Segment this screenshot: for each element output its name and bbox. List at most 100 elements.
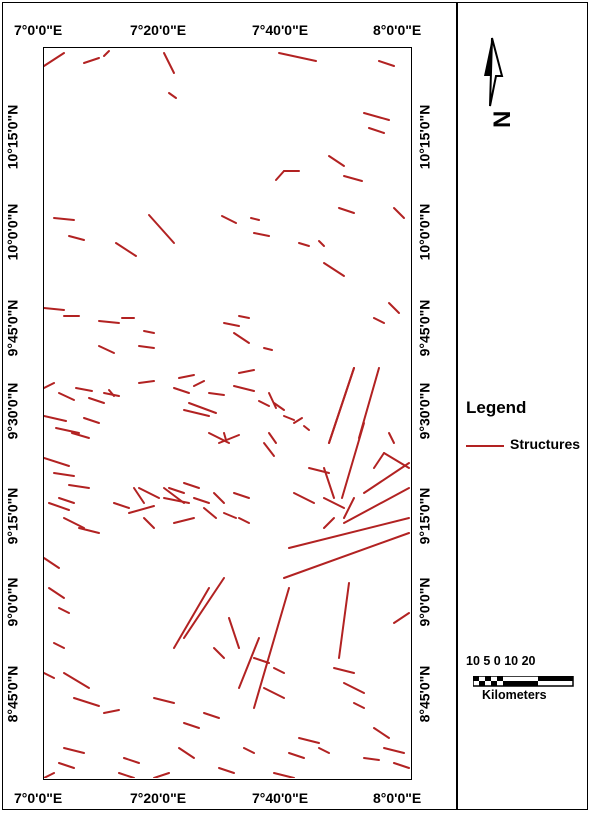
legend-structures-label: Structures bbox=[510, 436, 581, 452]
structure-line bbox=[53, 472, 75, 477]
structure-line bbox=[44, 382, 55, 389]
structure-line bbox=[44, 307, 65, 311]
structure-line bbox=[338, 207, 355, 214]
structure-line bbox=[63, 672, 90, 689]
structure-line bbox=[143, 330, 155, 334]
structure-line bbox=[278, 52, 317, 62]
structure-line bbox=[193, 497, 210, 504]
structure-line bbox=[238, 315, 250, 319]
structure-line bbox=[323, 497, 345, 509]
structure-line bbox=[363, 112, 390, 121]
structure-line bbox=[250, 217, 260, 221]
structure-line bbox=[138, 380, 155, 384]
structure-line bbox=[368, 127, 385, 134]
structure-line bbox=[343, 497, 355, 519]
structure-line bbox=[373, 452, 385, 469]
structure-line bbox=[48, 587, 65, 599]
structure-line bbox=[263, 442, 275, 457]
structure-line bbox=[193, 380, 205, 387]
structure-line bbox=[63, 747, 85, 754]
structure-line bbox=[288, 517, 410, 549]
structure-line bbox=[221, 215, 237, 224]
left-lat-label-1: 10°15'0"N bbox=[4, 104, 21, 170]
structure-line bbox=[268, 432, 277, 444]
structure-line bbox=[44, 557, 60, 569]
structure-line bbox=[44, 772, 55, 778]
structure-line bbox=[163, 497, 190, 504]
left-lat-label-7: 8°45'0"N bbox=[4, 665, 21, 723]
structure-line bbox=[323, 467, 335, 499]
structure-line bbox=[383, 747, 405, 754]
structure-line bbox=[223, 432, 227, 441]
north-label: N bbox=[489, 111, 516, 128]
structure-line bbox=[293, 417, 303, 424]
structure-line bbox=[283, 415, 295, 421]
structure-line bbox=[103, 709, 120, 714]
structure-line bbox=[78, 527, 100, 534]
structure-line bbox=[238, 369, 255, 374]
top-lon-label-4: 8°0'0"E bbox=[373, 22, 422, 38]
structure-line bbox=[168, 487, 185, 494]
structure-line bbox=[218, 434, 240, 444]
right-lat-label-3: 9°45'0"N bbox=[416, 299, 433, 357]
structure-line bbox=[233, 385, 255, 392]
structure-line bbox=[53, 217, 75, 221]
structure-line bbox=[263, 347, 273, 351]
structure-line bbox=[183, 577, 225, 639]
structure-line bbox=[98, 345, 115, 354]
structure-line bbox=[133, 487, 145, 504]
right-lat-label-6: 9°0'0"N bbox=[416, 577, 433, 627]
structure-line bbox=[388, 302, 400, 314]
right-lat-label-5: 9°15'0"N bbox=[416, 487, 433, 545]
structure-line bbox=[163, 487, 185, 504]
structure-line bbox=[363, 757, 380, 761]
left-lat-label-4: 9°30'0"N bbox=[4, 382, 21, 440]
right-lat-label-7: 8°45'0"N bbox=[416, 665, 433, 723]
structure-line bbox=[44, 672, 55, 679]
structure-line bbox=[341, 422, 365, 499]
structure-line bbox=[208, 392, 225, 396]
structure-line bbox=[273, 772, 295, 778]
structure-line bbox=[353, 702, 365, 709]
structure-line bbox=[123, 757, 140, 764]
structure-line bbox=[153, 697, 175, 704]
structure-line bbox=[298, 242, 310, 247]
structure-line bbox=[363, 462, 410, 494]
structure-line bbox=[283, 532, 410, 579]
structure-line bbox=[275, 170, 285, 181]
structure-line bbox=[273, 667, 285, 674]
left-lat-label-5: 9°15'0"N bbox=[4, 487, 21, 545]
structure-line bbox=[378, 60, 395, 67]
legend-structures-swatch bbox=[466, 445, 504, 447]
structure-line bbox=[253, 587, 290, 709]
structure-line bbox=[373, 727, 390, 739]
right-lat-label-2: 10°0'0"N bbox=[416, 203, 433, 261]
structure-line bbox=[83, 57, 100, 64]
structure-line bbox=[393, 207, 405, 219]
structure-line bbox=[328, 155, 345, 167]
structure-line bbox=[44, 415, 67, 422]
structure-line bbox=[118, 772, 135, 778]
top-lon-label-3: 7°40'0"E bbox=[252, 22, 309, 38]
structure-line bbox=[238, 637, 260, 689]
bottom-lon-label-1: 7°0'0"E bbox=[14, 790, 63, 806]
structure-line bbox=[233, 332, 250, 344]
structure-line bbox=[178, 747, 195, 759]
structure-line bbox=[75, 387, 93, 392]
structure-line bbox=[188, 402, 217, 414]
structure-line bbox=[233, 492, 250, 499]
structure-line bbox=[103, 392, 120, 397]
structure-line bbox=[393, 612, 410, 624]
left-lat-label-2: 10°0'0"N bbox=[4, 203, 21, 261]
structure-line bbox=[138, 487, 160, 499]
structure-line bbox=[55, 427, 80, 434]
structures-layer bbox=[44, 50, 410, 778]
structure-line bbox=[168, 92, 177, 99]
structure-line bbox=[268, 392, 277, 409]
structure-line bbox=[88, 397, 105, 404]
scale-bar-unit: Kilometers bbox=[482, 688, 547, 702]
bottom-lon-label-2: 7°20'0"E bbox=[130, 790, 187, 806]
structure-line bbox=[203, 712, 220, 719]
scale-bar bbox=[473, 676, 574, 687]
right-lat-label-1: 10°15'0"N bbox=[416, 104, 433, 170]
